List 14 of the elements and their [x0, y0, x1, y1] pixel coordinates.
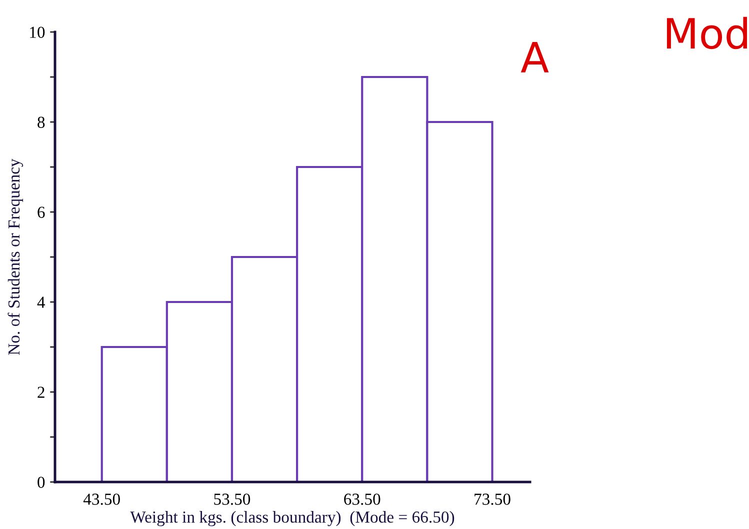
- y-tick-label: 0: [38, 476, 45, 488]
- y-tick-label: 2: [38, 386, 44, 398]
- y-tick-label: 4: [37, 296, 46, 308]
- x-axis-title: Weight in kgs. (class boundary) (Mode = 66.50): [130, 511, 454, 526]
- x-tick-label: 73.50: [474, 494, 510, 505]
- y-tick-label: 8: [38, 116, 45, 128]
- y-tick-label: 10: [30, 26, 45, 38]
- text: Mod: [666, 16, 747, 50]
- x-tick-label: 63.50: [344, 494, 380, 505]
- x-tick-label: 53.50: [214, 494, 250, 505]
- y-tick-label: 6: [38, 206, 45, 218]
- x-tick-label: 43.50: [83, 494, 120, 505]
- annotation: A: [520, 42, 549, 72]
- y-axis-title: No. of Students or Frequency: [8, 158, 24, 355]
